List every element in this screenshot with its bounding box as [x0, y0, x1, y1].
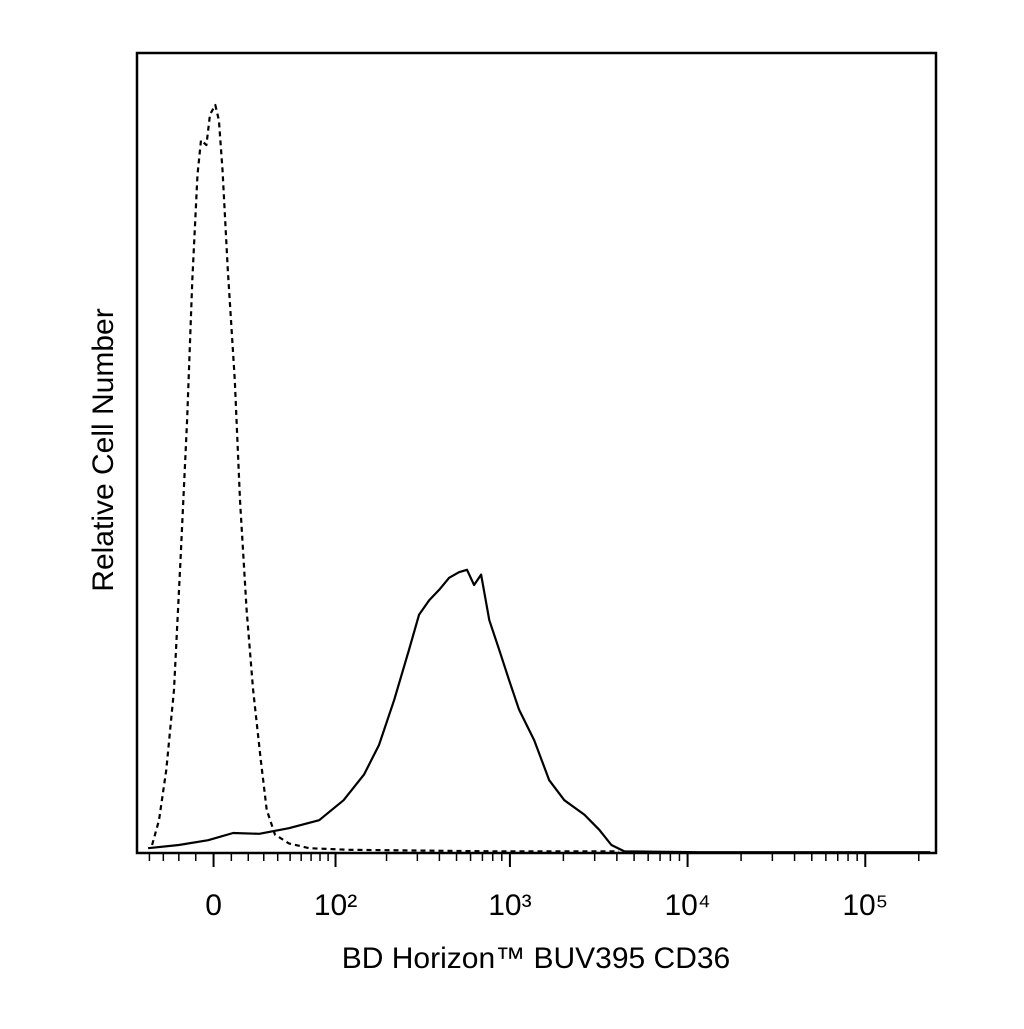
y-axis-label: Relative Cell Number: [87, 308, 120, 591]
plot-frame: [135, 51, 938, 855]
histogram-line: [147, 568, 931, 854]
x-tick-label: 10³: [488, 889, 531, 922]
x-tick-label: 10²: [314, 889, 357, 922]
histogram-line: [151, 103, 619, 853]
x-axis-label: BD Horizon™ BUV395 CD36: [342, 942, 731, 975]
x-tick-label: 0: [205, 889, 222, 922]
x-tick-label: 10⁵: [842, 889, 888, 922]
x-tick-label: 10⁴: [664, 889, 710, 922]
